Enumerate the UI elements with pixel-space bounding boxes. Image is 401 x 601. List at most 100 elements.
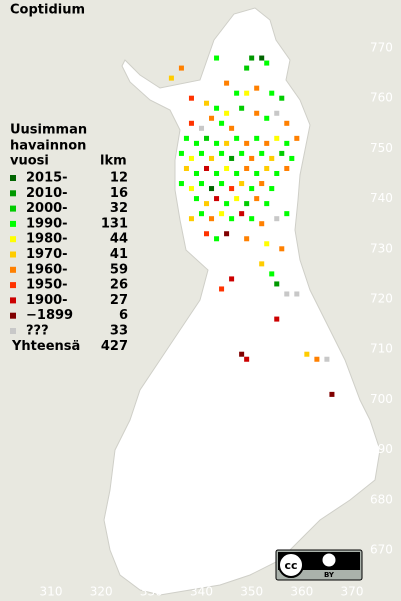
legend-count: 59	[110, 262, 128, 277]
observation-square	[274, 170, 280, 177]
legend-count: 16	[110, 186, 128, 201]
observation-square	[264, 115, 270, 121]
observation-square	[324, 356, 330, 362]
observation-square	[239, 150, 245, 156]
observation-square	[198, 150, 205, 156]
observation-square	[294, 135, 300, 141]
observation-square	[224, 110, 230, 116]
observation-square	[188, 120, 194, 126]
legend-label: 1970-	[26, 247, 68, 262]
observation-square	[279, 150, 285, 156]
y-tick-label: 760	[370, 91, 393, 105]
observation-square	[269, 155, 275, 161]
observation-square	[239, 351, 245, 357]
observation-square	[244, 140, 250, 146]
observation-square	[188, 155, 194, 161]
observation-square	[304, 351, 310, 357]
observation-square	[214, 55, 220, 61]
observation-square	[264, 241, 270, 247]
observation-square	[204, 231, 210, 237]
observation-square	[229, 186, 235, 192]
observation-square	[219, 181, 225, 187]
observation-square	[239, 211, 245, 217]
legend-label: 2000-	[26, 201, 68, 216]
observation-square	[219, 150, 225, 156]
observation-square	[219, 120, 225, 126]
legend-count: 6	[119, 308, 128, 323]
observation-square	[224, 140, 230, 146]
x-tick-label: 350	[240, 585, 263, 599]
observation-square	[209, 216, 215, 222]
observation-square	[168, 75, 174, 81]
y-tick-label: 770	[370, 41, 393, 55]
observation-square	[244, 90, 250, 96]
x-tick-label: 360	[290, 585, 313, 599]
observation-square	[229, 125, 235, 131]
legend-swatch	[10, 282, 16, 289]
observation-square	[204, 165, 210, 171]
observation-square	[188, 186, 194, 192]
observation-square	[284, 120, 290, 126]
legend-count: 33	[110, 324, 128, 339]
observation-square	[183, 165, 189, 171]
observation-square	[284, 140, 290, 146]
cc-badge: cc BY	[275, 549, 363, 581]
legend-swatch	[10, 328, 16, 334]
observation-square	[274, 316, 280, 322]
observation-square	[249, 186, 255, 192]
observation-square	[219, 211, 225, 217]
legend-swatch	[10, 251, 16, 258]
observation-square	[209, 186, 215, 192]
observation-square	[209, 115, 215, 121]
legend-label: 1900-	[26, 293, 68, 308]
observation-square	[254, 170, 260, 177]
observation-square	[269, 186, 275, 192]
observation-square	[254, 196, 260, 202]
x-tick-label: 370	[341, 585, 364, 599]
observation-square	[214, 170, 220, 177]
observation-square	[204, 201, 210, 207]
observation-square	[284, 211, 290, 217]
observation-square	[224, 231, 230, 237]
title: Coptidium	[10, 3, 85, 18]
observation-square	[234, 135, 240, 141]
observation-square	[244, 236, 250, 242]
observation-square	[254, 85, 260, 91]
x-tick-label: 340	[190, 585, 213, 599]
observation-square	[244, 356, 250, 362]
observation-square	[224, 80, 230, 86]
observation-square	[329, 391, 335, 397]
y-tick-label: 720	[370, 292, 393, 306]
legend-count: 41	[110, 247, 128, 262]
observation-square	[274, 110, 280, 116]
observation-square	[229, 276, 235, 282]
observation-square	[209, 155, 215, 161]
observation-square	[314, 356, 320, 362]
legend-label: 1990-	[26, 216, 68, 231]
legend-heading: havainnon	[10, 139, 86, 154]
observation-square	[214, 140, 220, 146]
legend-count: 26	[110, 278, 128, 293]
legend-label: 1980-	[26, 232, 68, 247]
legend-swatch	[10, 220, 16, 227]
legend-swatch	[10, 236, 16, 243]
x-tick-label: 320	[90, 585, 113, 599]
y-tick-label: 710	[370, 342, 393, 356]
cc-icon	[278, 552, 304, 578]
legend-count: 32	[110, 201, 128, 216]
observation-square	[264, 140, 270, 146]
observation-square	[234, 170, 240, 177]
observation-square	[214, 105, 220, 111]
y-tick-label: 730	[370, 241, 393, 255]
legend-heading: vuosi	[10, 154, 49, 169]
legend-label: ???	[26, 324, 49, 339]
observation-square	[214, 236, 220, 242]
legend-label: 2015-	[26, 171, 68, 186]
observation-square	[214, 196, 220, 202]
observation-square	[198, 211, 205, 217]
observation-square	[244, 65, 250, 71]
legend-heading: Uusimman	[10, 123, 87, 138]
observation-square	[204, 100, 210, 106]
legend-count-header: lkm	[100, 154, 127, 169]
observation-square	[234, 90, 240, 96]
